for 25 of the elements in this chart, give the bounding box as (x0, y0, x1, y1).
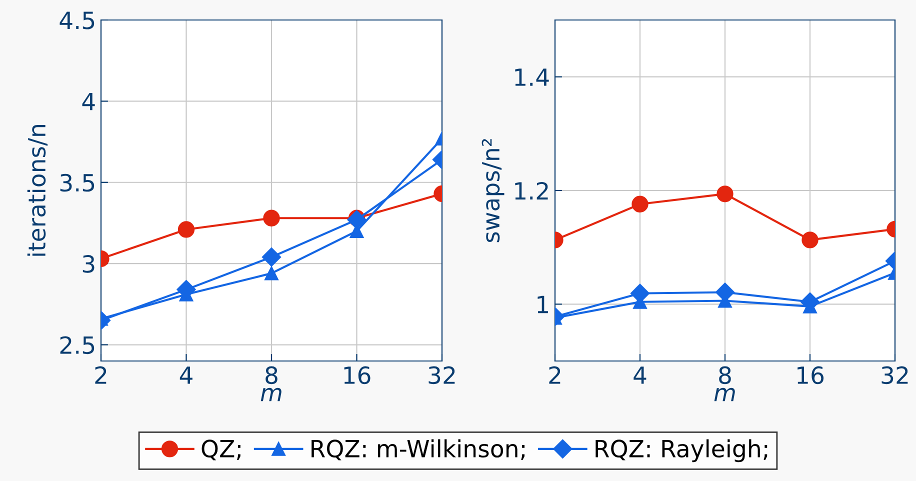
legend-label: QZ; (202, 440, 240, 460)
legend-label: RQZ: m-Wilkinson; (312, 439, 525, 460)
x-tick-label: 2 (95, 366, 106, 384)
y-axis-title: swaps/n² (482, 139, 504, 242)
x-tick-label: 32 (428, 366, 455, 384)
y-tick-label: 1.2 (515, 182, 548, 200)
x-tick-label: 8 (266, 366, 278, 384)
y-tick-label: 4.5 (60, 12, 94, 30)
y-tick-label: 3 (82, 255, 94, 273)
y-tick-label: 3.5 (60, 174, 94, 192)
x-axis-title: m (714, 388, 735, 402)
x-axis-title: m (260, 388, 282, 402)
x-tick-label: 32 (882, 366, 908, 384)
x-tick-label: 16 (344, 366, 370, 384)
y-tick-label: 1 (538, 296, 548, 314)
y-tick-label: 1.4 (515, 68, 549, 86)
y-tick-label: 4 (82, 92, 95, 110)
x-tick-label: 8 (719, 366, 731, 384)
legend-label: RQZ: Rayleigh; (596, 439, 768, 462)
x-tick-label: 4 (180, 366, 192, 384)
x-tick-label: 2 (549, 366, 560, 384)
x-tick-label: 4 (634, 366, 646, 384)
y-axis-title: iterations/n (27, 125, 48, 256)
y-tick-label: 2.5 (60, 336, 94, 354)
x-tick-label: 16 (798, 366, 824, 384)
